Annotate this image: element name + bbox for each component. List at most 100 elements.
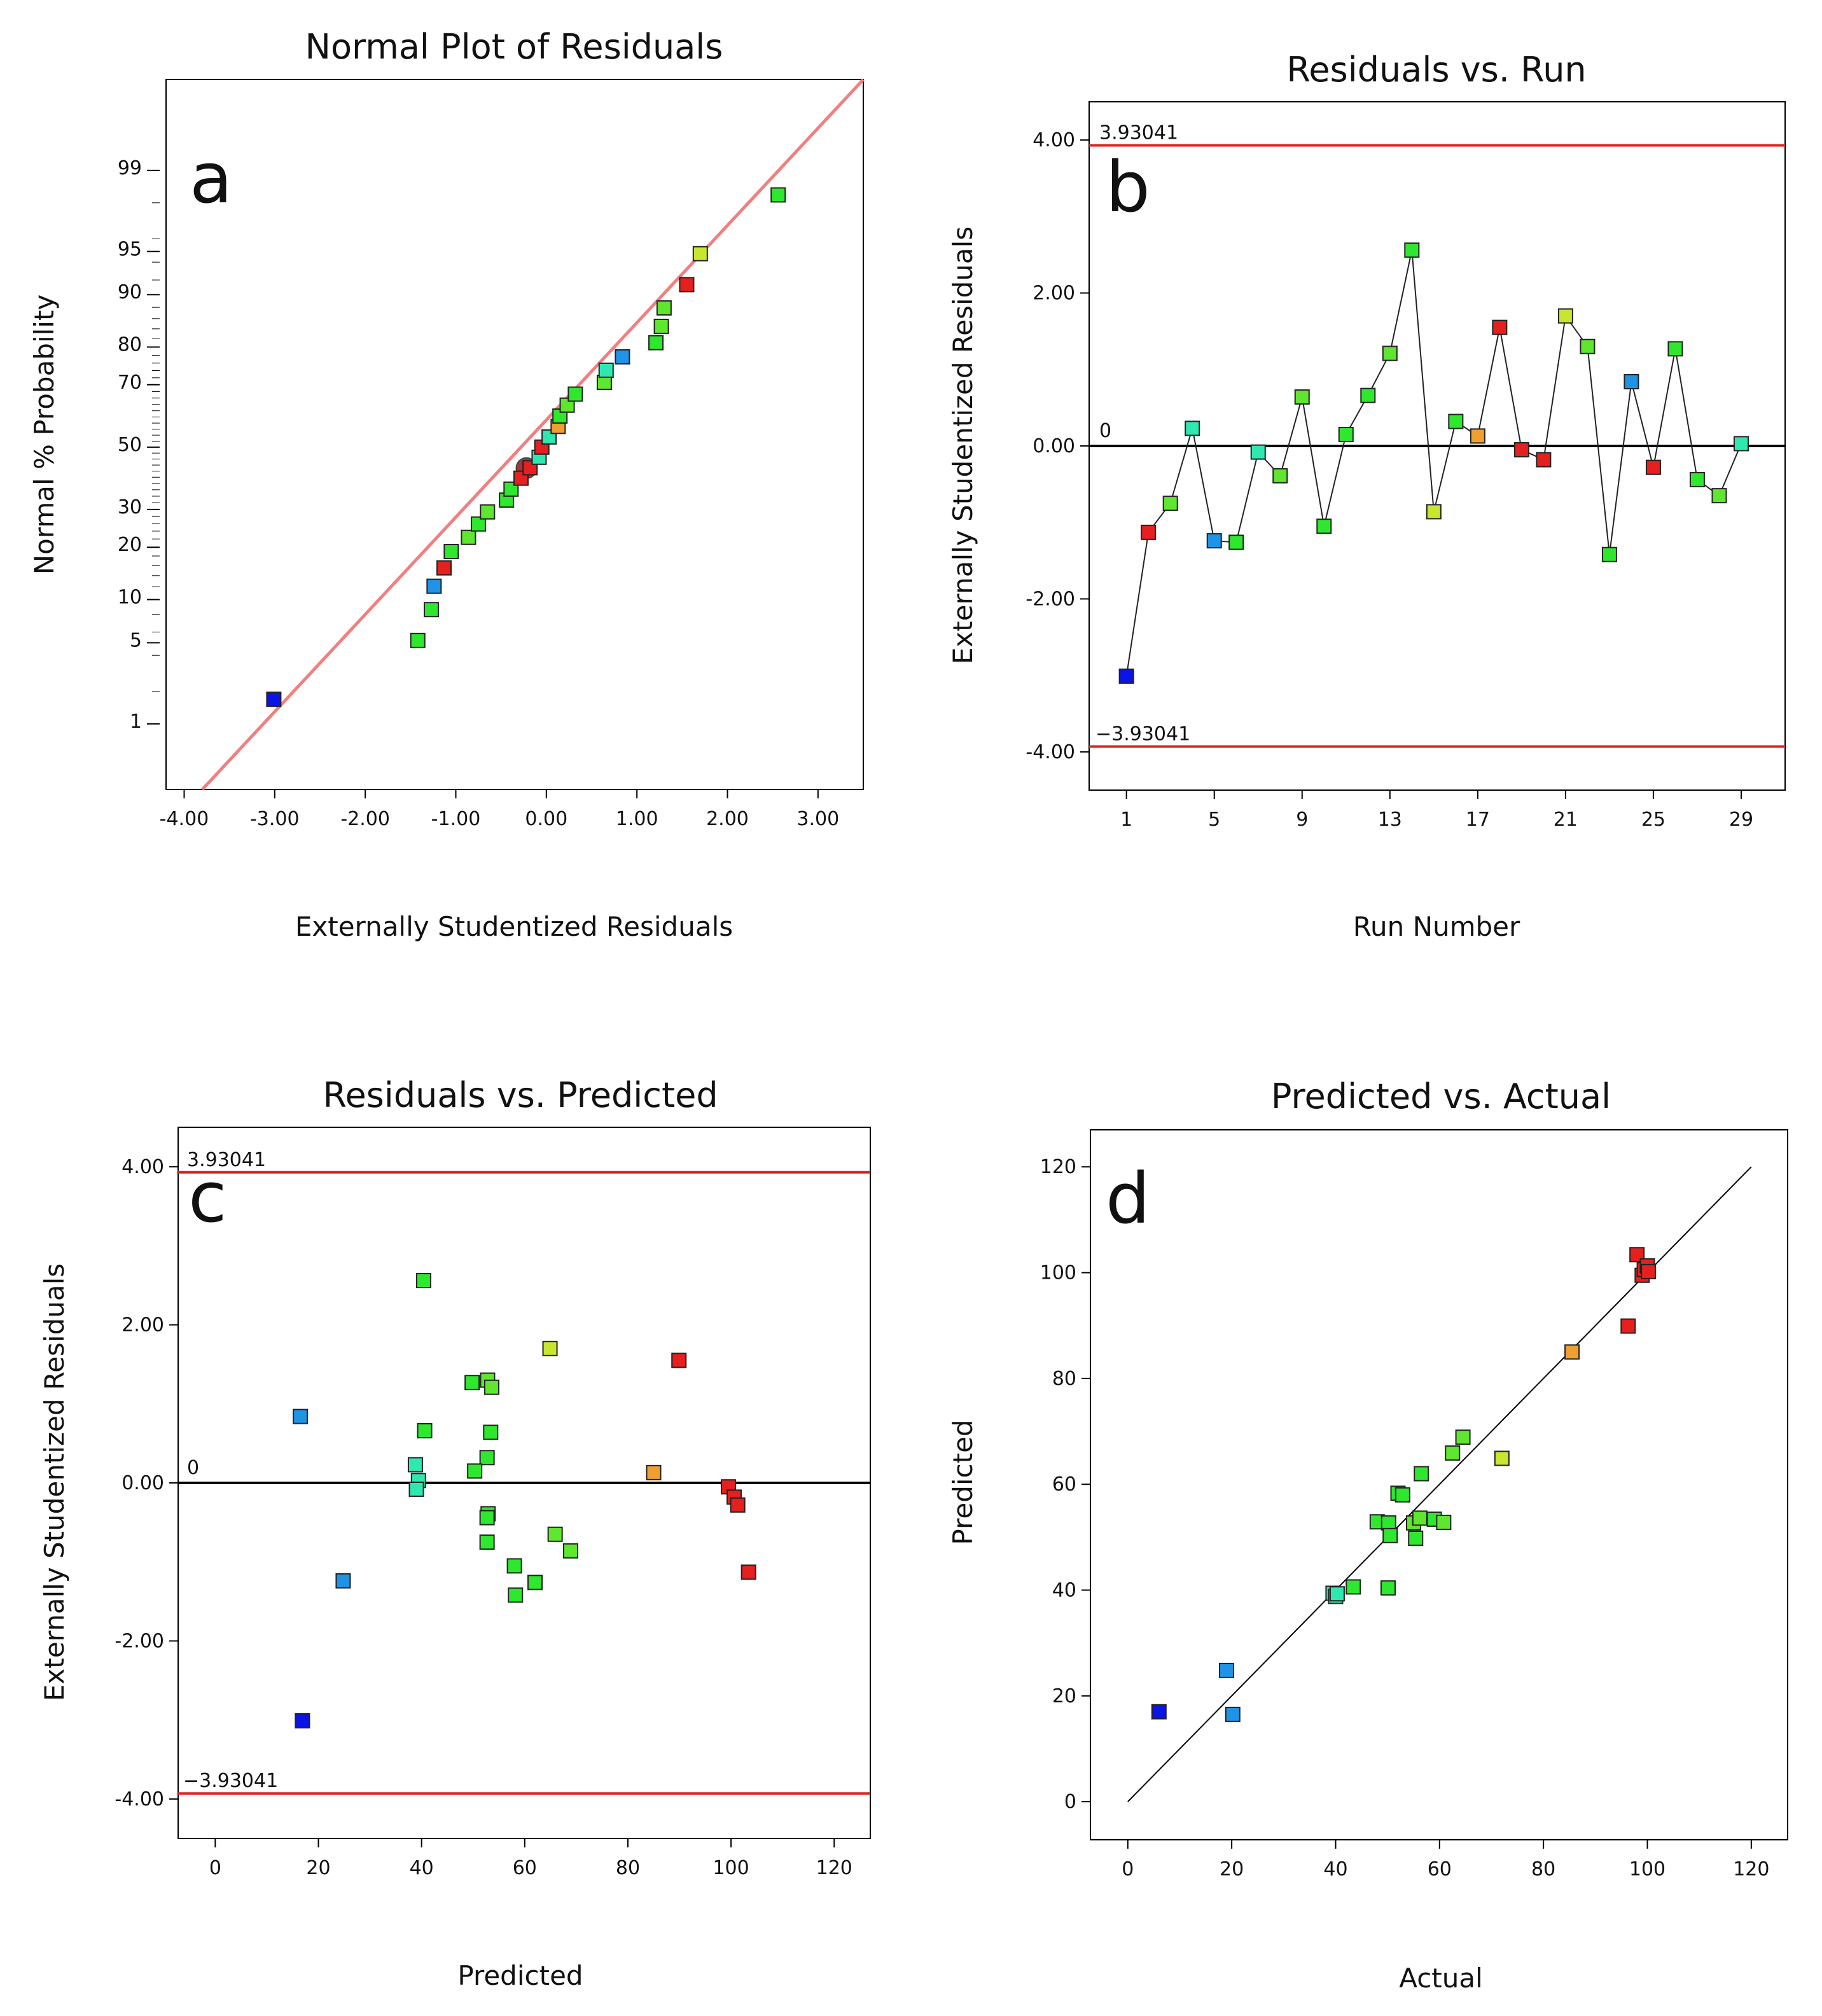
panel-a-y-axis: 1 5 10 20 30 50 70 80 90 95 99 — [118, 157, 160, 733]
panel-c-y-tick-label: 2.00 — [122, 1314, 164, 1337]
panel-c-points — [293, 1272, 756, 1728]
panel-a-point — [648, 335, 664, 351]
panel-a-point — [436, 560, 452, 576]
panel-b-lower-limit-label: −3.93041 — [1095, 723, 1190, 746]
panel-d-x-tick-label: 40 — [1323, 1858, 1347, 1880]
panel-d-point — [1151, 1704, 1167, 1720]
panel-b-point — [1250, 444, 1266, 460]
panel-a-reference-line — [201, 78, 865, 791]
panel-b-y-tick-label: -4.00 — [1026, 741, 1075, 763]
panel-c-x-tick-label: 60 — [513, 1857, 537, 1879]
panel-c-point — [730, 1497, 746, 1513]
panel-a-y-tick-label: 80 — [118, 333, 142, 356]
panel-a-point — [426, 578, 442, 594]
panel-a-xlabel: Externally Studentized Residuals — [295, 911, 733, 942]
panel-a-x-tick-label: -4.00 — [160, 808, 209, 830]
panel-d-x-tick-label: 0 — [1122, 1858, 1134, 1880]
panel-d-point — [1408, 1530, 1424, 1546]
panel-b-points — [1118, 242, 1749, 684]
panel-d-y-axis: 120 100 80 60 40 20 0 — [1040, 1156, 1090, 1813]
panel-c-point — [417, 1423, 433, 1439]
panel-a-y-tick-label: 1 — [130, 711, 142, 733]
panel-c-xlabel: Predicted — [457, 1960, 583, 1991]
panel-c-upper-limit-label: 3.93041 — [187, 1149, 266, 1171]
panel-d-point — [1382, 1527, 1398, 1543]
panel-d-point — [1346, 1579, 1361, 1595]
panel-a-point — [480, 504, 496, 520]
panel-a-point — [567, 386, 583, 402]
panel-b-point — [1667, 341, 1683, 357]
panel-b-point — [1689, 471, 1705, 487]
panel-c-point — [479, 1534, 495, 1550]
panel-d-point — [1455, 1429, 1471, 1445]
panel-d: Predicted vs. Actual d Predicted Actual … — [947, 1076, 1788, 1994]
panel-b-x-axis: 1 5 9 13 17 21 25 29 — [1120, 790, 1753, 831]
panel-a-point — [679, 277, 695, 293]
panel-a-point — [461, 529, 476, 545]
panel-d-point — [1380, 1515, 1396, 1531]
panel-b-point — [1360, 387, 1376, 403]
panel-b-point — [1426, 504, 1442, 520]
panel-c-x-tick-label: 120 — [816, 1857, 852, 1879]
panel-b-point — [1316, 518, 1332, 534]
panel-a-point — [424, 602, 440, 618]
panel-c-y-tick-label: -4.00 — [115, 1788, 164, 1811]
panel-b-ylabel: Externally Studentized Residuals — [947, 226, 978, 664]
panel-c-ylabel: Externally Studentized Residuals — [39, 1263, 70, 1701]
panel-c-point — [506, 1558, 522, 1574]
panel-d-title: Predicted vs. Actual — [1271, 1076, 1611, 1116]
panel-a-point — [692, 246, 708, 261]
panel-c-point — [407, 1457, 423, 1473]
panel-d-x-tick-label: 60 — [1428, 1858, 1452, 1880]
panel-b-point — [1141, 524, 1157, 540]
panel-a-y-tick-label: 99 — [118, 157, 142, 179]
panel-c-point — [479, 1450, 495, 1466]
panel-d-y-tick-label: 0 — [1064, 1791, 1076, 1813]
panel-c-point — [335, 1573, 351, 1589]
panel-c-y-tick-label: 4.00 — [122, 1156, 164, 1178]
panel-d-point — [1445, 1445, 1461, 1461]
panel-b-zero-label: 0 — [1099, 420, 1111, 442]
panel-a-x-tick-label: 1.00 — [616, 808, 658, 830]
panel-a-y-tick-label: 20 — [118, 534, 142, 556]
panel-c-point — [547, 1526, 563, 1542]
panel-a-y-tick-label: 70 — [118, 372, 142, 394]
panel-c-point — [527, 1575, 543, 1590]
panel-b-point — [1601, 546, 1617, 562]
panel-c-point — [467, 1463, 483, 1479]
panel-b-point — [1733, 436, 1749, 452]
panel-a-x-tick-label: 2.00 — [706, 808, 749, 830]
panel-b-point — [1557, 308, 1573, 324]
panel-b-point — [1228, 534, 1244, 550]
panel-a-x-tick-label: -3.00 — [250, 808, 300, 830]
panel-b-point — [1580, 338, 1596, 354]
panel-c-x-tick-label: 40 — [410, 1857, 434, 1879]
panel-d-points — [1151, 1247, 1657, 1722]
panel-d-ylabel: Predicted — [947, 1419, 978, 1545]
panel-c-x-tick-label: 20 — [306, 1857, 330, 1879]
panel-b-point — [1536, 452, 1552, 468]
panel-c-letter: c — [188, 1157, 226, 1238]
panel-a-point — [615, 349, 630, 365]
panel-c-y-tick-label: 0.00 — [122, 1472, 164, 1494]
panel-b: Residuals vs. Run b Externally Studentiz… — [947, 50, 1786, 942]
panel-b-point — [1513, 442, 1529, 458]
panel-b-y-tick-label: -2.00 — [1026, 588, 1075, 610]
panel-d-point — [1218, 1662, 1234, 1678]
panel-d-point — [1225, 1706, 1241, 1722]
panel-a-x-tick-label: -1.00 — [431, 808, 481, 830]
panel-a-frame — [165, 79, 864, 790]
panel-b-point — [1118, 668, 1134, 684]
panel-b-title: Residuals vs. Run — [1286, 50, 1586, 90]
panel-c-x-tick-label: 100 — [713, 1857, 749, 1879]
panel-c-point — [741, 1564, 756, 1580]
panel-b-y-tick-label: 4.00 — [1033, 129, 1075, 151]
panel-d-point — [1380, 1580, 1396, 1596]
panel-c-zero-label: 0 — [187, 1457, 199, 1479]
panel-d-letter: d — [1106, 1158, 1150, 1239]
panel-b-point — [1492, 319, 1508, 335]
panel-c-point — [646, 1464, 662, 1480]
panel-b-x-tick-label: 21 — [1554, 809, 1578, 831]
panel-b-point — [1185, 421, 1200, 436]
panel-a-y-tick-label: 95 — [118, 238, 142, 260]
